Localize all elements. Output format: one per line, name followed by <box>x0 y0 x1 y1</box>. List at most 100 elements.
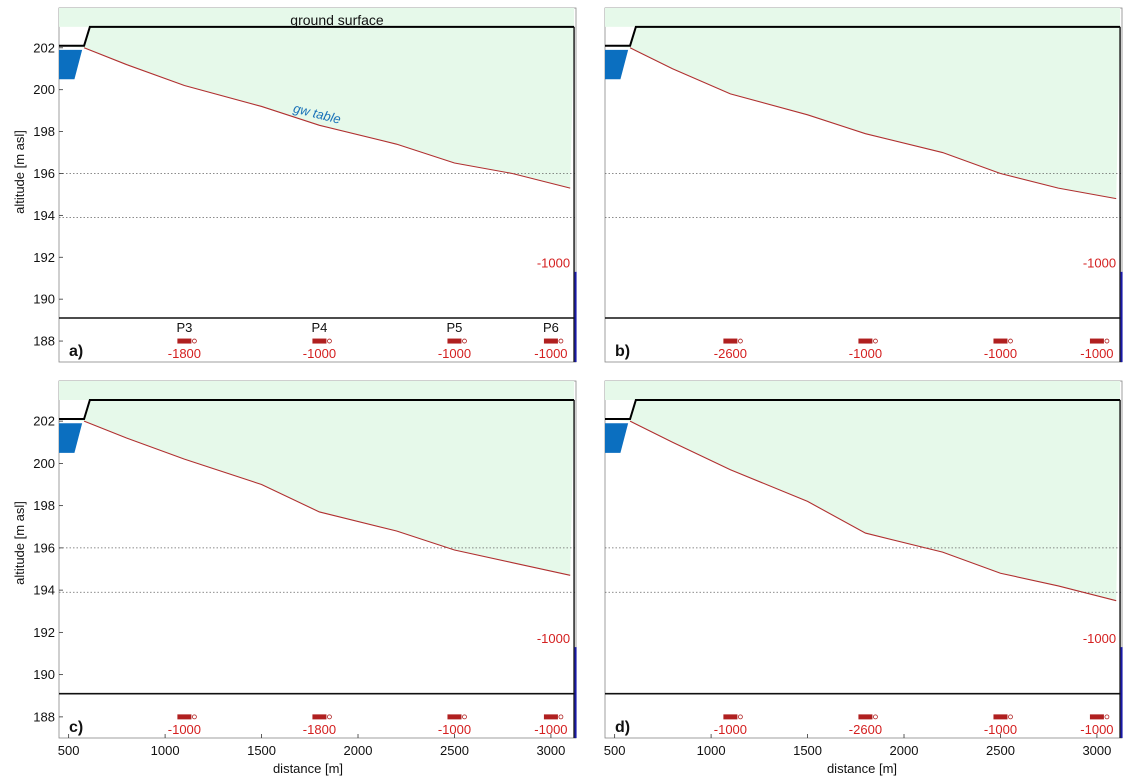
panel-d: -1000 -2600 -1000 -1000 -1000 d) 500 1000 1500 20… <box>604 380 1123 758</box>
well-marker-ring <box>558 338 564 344</box>
x-tick-label: 2000 <box>890 743 919 758</box>
well-name-label: P4 <box>311 320 327 335</box>
well-marker-ring <box>737 338 743 344</box>
boundary-rate-label: -1000 <box>537 631 570 646</box>
well-rate-label: -1000 <box>534 346 567 361</box>
y-tick-label: 190 <box>33 667 55 682</box>
well-rate-label: -1000 <box>438 346 471 361</box>
well-marker <box>312 714 327 720</box>
well-marker <box>447 338 462 344</box>
x-tick-label: 500 <box>604 743 626 758</box>
y-tick-label: 196 <box>33 540 55 555</box>
panel-a: -1800 P3 -1000 P4 -1000 P5 -1000 P6 -1000 a) 188 19… <box>33 7 577 363</box>
panel-b: -2600 -1000 -1000 -1000 -1000 b) <box>604 7 1123 363</box>
y-tick-label: 196 <box>33 166 55 181</box>
well-marker-ring <box>1104 714 1110 720</box>
x-tick-label: 2500 <box>986 743 1015 758</box>
well-marker-ring <box>462 714 467 720</box>
x-tick-label: 1500 <box>793 743 822 758</box>
unsaturated-zone <box>605 26 1121 199</box>
ground-surface-label: ground surface <box>290 12 384 28</box>
river-block <box>605 423 629 453</box>
well-rate-label: -1000 <box>714 722 747 737</box>
well-rate-label: -1000 <box>1080 722 1113 737</box>
y-tick-label: 188 <box>33 334 55 349</box>
well-rate-label: -1800 <box>168 346 201 361</box>
y-tick-label: 188 <box>33 709 55 724</box>
y-tick-label: 192 <box>33 250 55 265</box>
well-marker <box>858 714 873 720</box>
panel-letter: a) <box>69 343 83 360</box>
y-tick-label: 200 <box>33 456 55 471</box>
well-marker <box>543 338 558 344</box>
boundary-rate-label: -1000 <box>537 256 570 271</box>
well-marker-ring <box>873 338 878 344</box>
well-rate-label: -1000 <box>1080 346 1113 361</box>
well-marker <box>1089 338 1104 344</box>
well-rate-label: -2600 <box>714 346 747 361</box>
y-axis-label-top: altitude [m asl] <box>12 130 27 214</box>
well-name-label: P6 <box>543 320 559 335</box>
gw-table-line <box>629 47 1117 200</box>
well-rate-label: -1000 <box>168 722 201 737</box>
well-marker-ring <box>873 714 878 720</box>
y-tick-label: 190 <box>33 292 55 307</box>
well-marker-ring <box>191 338 197 344</box>
y-tick-label: 194 <box>33 208 55 223</box>
well-marker-ring <box>327 338 332 344</box>
x-tick-label: 3000 <box>536 743 565 758</box>
x-tick-label: 1000 <box>697 743 726 758</box>
x-tick-label: 3000 <box>1082 743 1111 758</box>
unsaturated-zone <box>605 400 1121 601</box>
boundary-rate-label: -1000 <box>1083 256 1116 271</box>
well-name-label: P5 <box>447 320 463 335</box>
x-tick-label: 2000 <box>344 743 373 758</box>
well-name-label: P3 <box>176 320 192 335</box>
well-marker <box>993 714 1008 720</box>
well-marker <box>447 714 462 720</box>
boundary-rate-label: -1000 <box>1083 631 1116 646</box>
well-rate-label: -1000 <box>303 346 336 361</box>
gw-table-line <box>629 420 1117 602</box>
ground-surface-line <box>605 399 1121 421</box>
ground-surface-line <box>605 25 1121 47</box>
panel-c: -1000 -1800 -1000 -1000 -1000 c) 188 190 192 194 1… <box>33 380 577 758</box>
well-marker <box>312 338 327 344</box>
well-marker-ring <box>191 714 197 720</box>
gw-table-line <box>83 420 571 576</box>
well-rate-label: -1000 <box>438 722 471 737</box>
well-marker-ring <box>1104 338 1110 344</box>
y-tick-label: 202 <box>33 40 55 55</box>
gw-table-line <box>83 47 571 189</box>
y-tick-label: 194 <box>33 583 55 598</box>
river-block <box>59 49 83 80</box>
x-axis-label-left: distance [m] <box>273 761 343 776</box>
well-rate-label: -1000 <box>849 346 882 361</box>
panel-letter: c) <box>69 719 83 736</box>
well-marker-ring <box>1008 338 1013 344</box>
x-tick-label: 500 <box>58 743 80 758</box>
y-tick-label: 202 <box>33 414 55 429</box>
river-block <box>605 49 629 80</box>
well-marker-ring <box>737 714 743 720</box>
panel-letter: b) <box>615 343 630 360</box>
unsaturated-zone <box>59 26 575 189</box>
well-marker <box>1089 714 1104 720</box>
well-marker <box>723 338 738 344</box>
x-axis-label-right: distance [m] <box>827 761 897 776</box>
x-tick-label: 1000 <box>151 743 180 758</box>
ground-surface-line <box>59 399 575 421</box>
well-marker-ring <box>462 338 467 344</box>
well-rate-label: -1000 <box>984 722 1017 737</box>
panel-letter: d) <box>615 719 630 736</box>
well-marker <box>993 338 1008 344</box>
y-tick-label: 192 <box>33 625 55 640</box>
unsaturated-zone <box>59 400 575 576</box>
well-rate-label: -1000 <box>534 722 567 737</box>
well-marker <box>177 338 192 344</box>
unsaturated-zone-top <box>605 8 1121 27</box>
well-rate-label: -2600 <box>849 722 882 737</box>
well-marker <box>858 338 873 344</box>
unsaturated-zone-top <box>59 8 575 27</box>
